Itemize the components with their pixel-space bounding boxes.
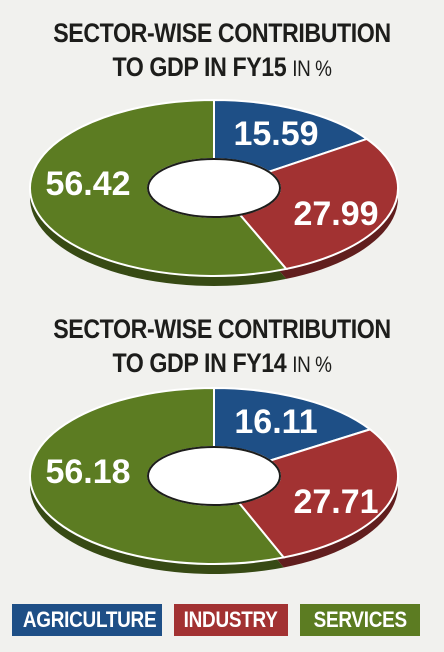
chart-title-year: TO GDP IN FY14 <box>112 348 287 378</box>
chart-title-line1: SECTOR-WISE CONTRIBUTION <box>53 18 391 48</box>
donut-hole <box>147 158 281 218</box>
legend-item-agriculture: AGRICULTURE <box>12 604 162 636</box>
chart-fy14: SECTOR-WISE CONTRIBUTION TO GDP IN FY14 … <box>0 308 444 574</box>
data-label-services: 56.42 <box>45 165 130 203</box>
chart-unit: IN % <box>292 56 332 81</box>
data-label-agriculture: 16.11 <box>234 403 317 441</box>
chart-title-fy14: SECTOR-WISE CONTRIBUTION TO GDP IN FY14 … <box>31 308 413 382</box>
chart-title-line2: TO GDP IN FY15 IN % <box>31 50 413 86</box>
data-label-services: 56.18 <box>45 453 130 491</box>
data-label-agriculture: 15.59 <box>233 115 318 153</box>
legend-item-industry: INDUSTRY <box>174 604 288 636</box>
chart-title-year: TO GDP IN FY15 <box>112 52 287 82</box>
chart-title-fy15: SECTOR-WISE CONTRIBUTION TO GDP IN FY15 … <box>31 0 413 86</box>
donut-chart-fy15: 15.59 27.99 56.42 <box>29 98 399 286</box>
chart-title-line1: SECTOR-WISE CONTRIBUTION <box>53 314 391 344</box>
data-label-industry: 27.99 <box>293 195 378 233</box>
chart-title-line2: TO GDP IN FY14 IN % <box>31 346 413 382</box>
donut-chart-fy14: 16.11 27.71 56.18 <box>29 386 399 574</box>
legend: AGRICULTURE INDUSTRY SERVICES <box>0 604 444 638</box>
chart-unit: IN % <box>292 352 332 377</box>
data-label-industry: 27.71 <box>293 483 378 521</box>
donut-hole <box>147 446 281 506</box>
legend-item-services: SERVICES <box>300 604 420 636</box>
chart-fy15: SECTOR-WISE CONTRIBUTION TO GDP IN FY15 … <box>0 0 444 286</box>
